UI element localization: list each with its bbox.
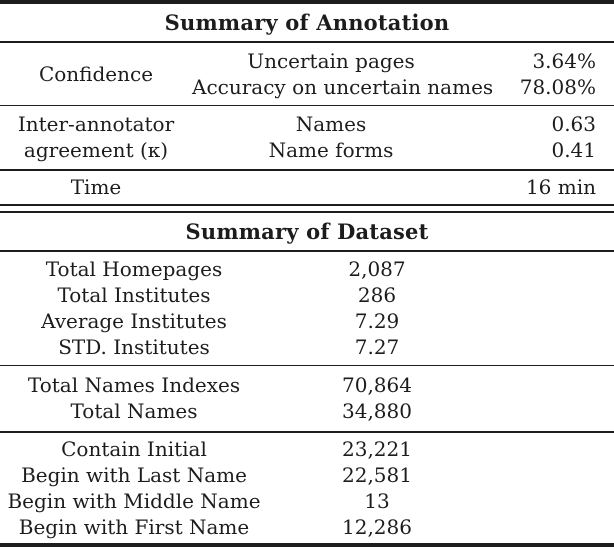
- metric-value: 78.08%: [519, 74, 596, 99]
- group-label: Inter-annotator: [17, 112, 175, 137]
- spacer-cell: [486, 436, 614, 540]
- stat-label: Total Homepages: [45, 256, 223, 281]
- stat-label: STD. Institutes: [58, 334, 210, 359]
- stat-value: 2,087: [348, 256, 406, 281]
- stat-value-cell: 2,087 286 7.29 7.27: [268, 256, 486, 360]
- group-separator-rule: [0, 431, 614, 433]
- spacer-cell: [486, 256, 614, 360]
- table-divider-double-rule: [0, 204, 614, 214]
- stat-label: Total Names Indexes: [27, 373, 241, 398]
- stat-label-cell: Total Homepages Total Institutes Average…: [0, 256, 268, 360]
- metric-label: Accuracy on uncertain names: [192, 74, 494, 99]
- metric-label: Name forms: [268, 138, 394, 163]
- title-separator-rule: [0, 41, 614, 43]
- agreement-group: Inter-annotator agreement (κ) Names Name…: [0, 106, 614, 169]
- title-separator-rule: [0, 250, 614, 252]
- dataset-table-title: Summary of Dataset: [185, 219, 429, 245]
- stat-label: Contain Initial: [61, 436, 207, 461]
- stat-value: 22,581: [342, 462, 412, 487]
- stat-value: 70,864: [342, 373, 412, 398]
- names-totals-group: Total Names Indexes Total Names 70,864 3…: [0, 366, 614, 431]
- stat-label: Begin with Last Name: [21, 462, 247, 487]
- group-label: Time: [70, 175, 122, 200]
- time-group: Time 16 min: [0, 171, 614, 204]
- stat-value: 13: [364, 488, 390, 513]
- stat-label: Begin with Middle Name: [7, 488, 261, 513]
- homepage-stats-group: Total Homepages Total Institutes Average…: [0, 252, 614, 365]
- table-bottom-rule: [0, 542, 614, 547]
- stat-value: 12,286: [342, 514, 412, 539]
- metric-cell: [192, 171, 470, 204]
- stat-label: Total Names: [70, 399, 198, 424]
- metric-value: 0.41: [551, 138, 596, 163]
- name-form-group: Contain Initial Begin with Last Name Beg…: [0, 433, 614, 543]
- annotation-table-title: Summary of Annotation: [164, 10, 450, 35]
- metric-cell: Names Name forms: [192, 111, 470, 163]
- value-cell: 3.64% 78.08%: [470, 48, 614, 100]
- stat-label: Total Institutes: [57, 282, 211, 307]
- metric-value: 16 min: [525, 175, 596, 200]
- stat-label: Begin with First Name: [18, 514, 250, 539]
- confidence-group: Confidence Uncertain pages Accuracy on u…: [0, 43, 614, 105]
- stat-value: 7.27: [354, 334, 400, 359]
- stat-value-cell: 70,864 34,880: [268, 372, 486, 424]
- spacer-cell: [486, 372, 614, 424]
- group-label-cell: Confidence: [0, 48, 192, 100]
- stat-value: 7.29: [354, 308, 400, 333]
- group-label: Confidence: [38, 61, 154, 86]
- group-separator-rule: [0, 364, 614, 367]
- stat-value: 34,880: [342, 399, 412, 424]
- group-label-cell: Inter-annotator agreement (κ): [0, 111, 192, 163]
- group-separator-rule: [0, 104, 614, 107]
- stat-value-cell: 23,221 22,581 13 12,286: [268, 436, 486, 540]
- metric-value: 3.64%: [532, 48, 596, 73]
- metric-label: Uncertain pages: [247, 48, 415, 73]
- stat-label: Average Institutes: [41, 308, 227, 333]
- stat-value: 23,221: [342, 436, 412, 461]
- metric-label: Names: [295, 112, 367, 137]
- metric-cell: Uncertain pages Accuracy on uncertain na…: [192, 48, 494, 100]
- stat-label-cell: Total Names Indexes Total Names: [0, 372, 268, 424]
- stat-value: 286: [357, 282, 397, 307]
- group-label: agreement (κ): [23, 138, 169, 163]
- table-top-rule: [0, 0, 614, 4]
- value-cell: 0.63 0.41: [470, 111, 614, 163]
- metric-value: 0.63: [551, 112, 596, 137]
- group-separator-rule: [0, 169, 614, 172]
- stat-label-cell: Contain Initial Begin with Last Name Beg…: [0, 436, 268, 540]
